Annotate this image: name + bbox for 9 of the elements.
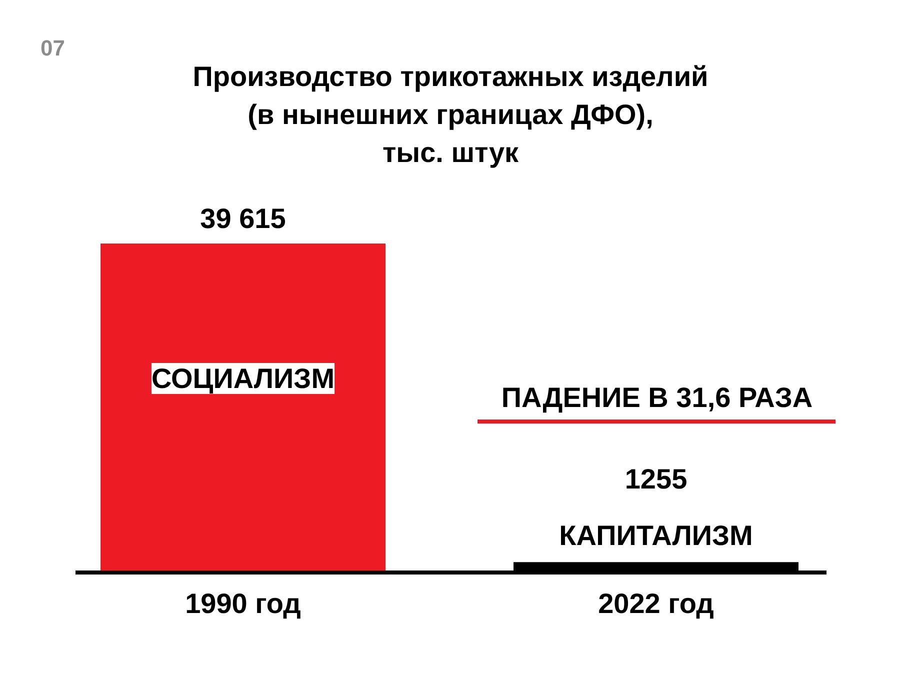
x-tick-label: 1990 год bbox=[185, 588, 302, 619]
chart-title: Производство трикотажных изделий (в нынешних границах ДФО), тыс. штук bbox=[192, 61, 708, 168]
annotation: СОЦИАЛИЗМ bbox=[151, 363, 335, 394]
data-label: 39 615 bbox=[200, 203, 286, 234]
text: 07 bbox=[40, 36, 65, 60]
annotation: КАПИТАЛИЗМ bbox=[559, 520, 753, 551]
data-label: 1255 bbox=[624, 464, 688, 494]
annotation: ПАДЕНИЕ В 31,6 РАЗА bbox=[501, 382, 813, 413]
x-tick-label: 2022 год bbox=[598, 588, 714, 619]
